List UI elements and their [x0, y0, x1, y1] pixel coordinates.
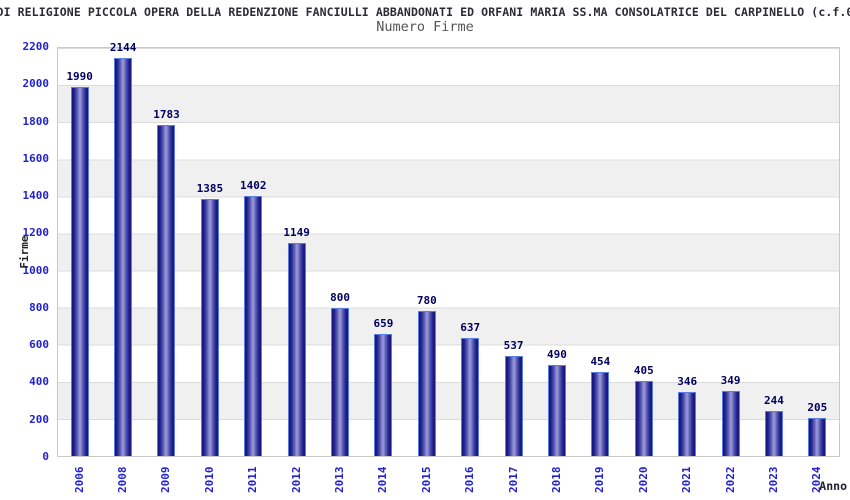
- bar-value-label: 490: [547, 348, 567, 362]
- bar-column: 1402 2011: [232, 48, 275, 493]
- bar-column: 1990 2006: [58, 48, 101, 493]
- x-tick-label: 2016: [463, 466, 477, 494]
- bar-value-label: 244: [764, 393, 784, 407]
- bar: [374, 333, 393, 456]
- bar-value-label: 1149: [283, 225, 310, 239]
- bar-column: 2144 2008: [101, 41, 144, 493]
- x-tick-label: 2008: [116, 466, 130, 494]
- bar-value-label: 346: [677, 374, 698, 388]
- bar: [634, 380, 653, 456]
- bar-column: 1783 2009: [145, 48, 188, 493]
- bar: [764, 410, 783, 456]
- bar: [504, 356, 523, 456]
- bar-value-label: 405: [633, 363, 654, 377]
- bar: [808, 417, 827, 456]
- x-tick-label: 2020: [636, 466, 650, 494]
- bar: [547, 365, 566, 456]
- bar: [461, 337, 480, 456]
- x-tick-label: 2017: [506, 466, 520, 494]
- bar-value-label: 537: [503, 339, 524, 353]
- x-tick-label: 2015: [419, 466, 433, 494]
- bar-column: 205 2024: [796, 48, 839, 493]
- plot-area: 1990 2006 2144 2008 1783 2009 1385 2010 1402 2011…: [57, 41, 840, 493]
- bar-value-label: 2144: [109, 41, 137, 55]
- bar: [331, 307, 350, 456]
- chart-subtitle: Numero Firme: [376, 19, 474, 35]
- bar: [200, 199, 219, 456]
- y-tick-label: 2200: [22, 40, 50, 53]
- bar-value-label: 1385: [196, 182, 224, 196]
- bar-column: 454 2019: [579, 48, 622, 493]
- bar-value-label: 1402: [240, 179, 267, 192]
- bar-value-label: 205: [807, 400, 828, 414]
- y-tick-label: 200: [29, 412, 49, 426]
- bar-column: 800 2013: [318, 48, 361, 493]
- bar-column: 244 2023: [752, 48, 795, 493]
- bar-column: 490 2018: [535, 48, 578, 493]
- bar-value-label: 349: [720, 374, 741, 388]
- x-tick-label: 2013: [333, 466, 347, 494]
- bar-series: 1990 2006 2144 2008 1783 2009 1385 2010 1402 2011…: [58, 41, 839, 493]
- bar-column: 349 2022: [709, 48, 752, 493]
- bar-column: 1149 2012: [275, 48, 318, 493]
- x-tick-label: 2018: [549, 466, 563, 494]
- bar-value-label: 454: [590, 354, 611, 368]
- bar-value-label: 637: [460, 320, 481, 334]
- x-tick-label: 2021: [680, 466, 694, 494]
- x-tick-label: 2011: [246, 466, 260, 494]
- bar: [678, 391, 697, 456]
- bar: [721, 391, 740, 456]
- y-tick-label: 1600: [22, 151, 50, 165]
- y-tick-label: 2000: [22, 77, 50, 91]
- bar-value-label: 1990: [66, 69, 93, 83]
- bar: [157, 125, 176, 456]
- y-tick-label: 400: [29, 375, 49, 389]
- y-axis: 0 200 400 600 800 1000 1200 1400 1600 1800 2000 220…: [0, 41, 51, 463]
- bar-value-label: 659: [373, 316, 394, 330]
- x-tick-label: 2009: [159, 466, 173, 494]
- bar-value-label: 780: [416, 294, 437, 308]
- y-tick-label: 1000: [22, 263, 50, 277]
- bar-column: 780 2015: [405, 48, 448, 493]
- y-axis-label: Firme: [18, 235, 31, 269]
- y-tick-label: 1400: [22, 189, 50, 203]
- bar: [114, 58, 133, 456]
- bar: [287, 242, 306, 456]
- x-tick-label: 2014: [376, 466, 390, 494]
- x-tick-label: 2023: [766, 466, 780, 494]
- bar: [244, 196, 263, 456]
- bar: [591, 371, 610, 456]
- bar-column: 637 2016: [449, 48, 492, 493]
- bar-column: 346 2021: [665, 48, 708, 493]
- chart-title: DI RELIGIONE PICCOLA OPERA DELLA REDENZI…: [0, 5, 850, 19]
- y-tick-label: 1800: [22, 114, 50, 128]
- bar-column: 659 2014: [362, 48, 405, 493]
- x-tick-label: 2010: [202, 466, 216, 494]
- x-axis-label: Anno: [819, 479, 847, 493]
- y-tick-label: 800: [29, 300, 49, 314]
- bar: [417, 311, 436, 456]
- bar-column: 537 2017: [492, 48, 535, 493]
- bar-value-label: 1783: [153, 108, 180, 122]
- x-tick-label: 2022: [723, 466, 737, 494]
- x-tick-label: 2006: [72, 466, 86, 494]
- x-tick-label: 2012: [289, 466, 303, 494]
- bar: [70, 86, 89, 456]
- bar-column: 1385 2010: [188, 48, 231, 493]
- y-tick-label: 0: [42, 450, 49, 463]
- y-tick-label: 1200: [22, 226, 50, 240]
- x-tick-label: 2019: [593, 466, 607, 494]
- bar-column: 405 2020: [622, 48, 665, 493]
- bar-value-label: 800: [330, 290, 350, 304]
- y-tick-label: 600: [29, 338, 49, 352]
